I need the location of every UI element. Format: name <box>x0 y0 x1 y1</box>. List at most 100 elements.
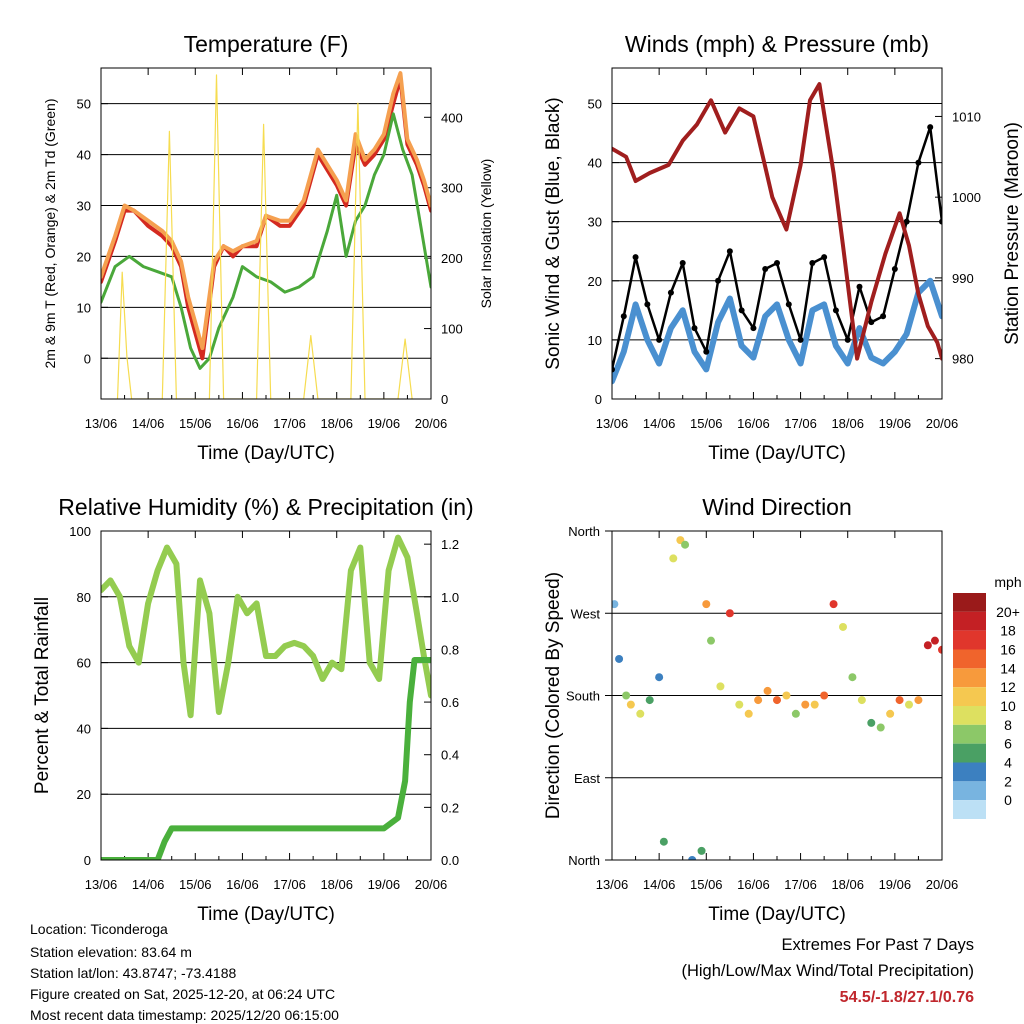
gust-point <box>726 248 733 255</box>
plot-frame <box>100 530 432 861</box>
extremes-subheading: (High/Low/Max Wind/Total Precipitation) <box>681 962 974 980</box>
colorbar-swatch <box>953 743 986 763</box>
y-axis-label: Percent & Total Rainfall <box>32 597 53 794</box>
colorbar-label: 18 <box>1000 623 1016 639</box>
series-line <box>116 74 413 399</box>
x-tick-label: 13/06 <box>596 877 629 892</box>
colorbar-label: 16 <box>1000 642 1016 658</box>
gust-point <box>774 260 780 267</box>
direction-point <box>801 700 810 709</box>
x-tick-label: 15/06 <box>179 877 212 892</box>
gust-point <box>809 260 816 267</box>
colorbar-swatch <box>953 668 986 688</box>
x-tick-label: 19/06 <box>879 416 912 431</box>
y2-tick-label: 980 <box>952 352 974 367</box>
y-tick-label: West <box>571 606 601 621</box>
y2-tick-label: 0.2 <box>441 800 459 815</box>
x-tick-label: 20/06 <box>926 416 959 431</box>
colorbar-swatch <box>953 800 986 819</box>
direction-point <box>636 709 645 718</box>
y-tick-label: 100 <box>69 524 91 539</box>
gust-point <box>927 124 934 131</box>
colorbar-title: mph <box>994 574 1021 590</box>
x-tick-label: 19/06 <box>368 416 401 431</box>
series-line <box>612 277 942 385</box>
x-tick-label: 17/06 <box>273 877 306 892</box>
direction-point <box>735 700 744 709</box>
y-tick-label: 0 <box>84 853 91 868</box>
plot-area <box>612 536 942 860</box>
y2-axis-label: Station Pressure (Maroon) <box>1002 122 1023 345</box>
gust-point <box>620 313 627 320</box>
y2-tick-label: 200 <box>441 251 463 266</box>
colorbar-label: 0 <box>1004 792 1012 808</box>
direction-point <box>707 636 715 645</box>
series-line <box>101 112 431 370</box>
x-tick-label: 19/06 <box>879 877 912 892</box>
direction-point <box>612 600 619 609</box>
y2-tick-label: 0.0 <box>441 853 459 868</box>
x-tick-label: 20/06 <box>415 877 448 892</box>
gust-point <box>821 254 828 261</box>
x-tick-label: 18/06 <box>831 416 864 431</box>
direction-point <box>622 691 631 700</box>
gust-point <box>915 159 922 166</box>
panel-4: Wind Direction North East South West North 13/… <box>543 494 1022 925</box>
info-created: Figure created on Sat, 2025-12-20, at 06… <box>30 986 336 1002</box>
direction-point <box>857 696 866 705</box>
gust-point <box>656 336 663 343</box>
direction-point <box>848 673 857 682</box>
y2-tick-label: 0.4 <box>441 748 459 763</box>
gust-point <box>738 307 745 314</box>
info-latlon: Station lat/lon: 43.8747; -73.4188 <box>30 965 237 981</box>
direction-point <box>659 837 668 846</box>
direction-point <box>626 700 635 709</box>
x-tick-label: 15/06 <box>179 416 212 431</box>
x-tick-label: 17/06 <box>273 416 306 431</box>
x-tick-label: 17/06 <box>784 416 817 431</box>
series-line <box>101 657 431 860</box>
direction-point <box>886 709 895 718</box>
direction-point <box>773 696 781 705</box>
panel-1: Temperature (F) 0 10 20 30 40 50 0 100 200 300 400 1… <box>42 31 494 464</box>
y-axis-label: Direction (Colored By Speed) <box>543 572 564 819</box>
y2-tick-label: 0.8 <box>441 642 459 657</box>
x-axis-label: Time (Day/UTC) <box>708 443 846 464</box>
panel-2: Winds (mph) & Pressure (mb) 0 10 20 30 40 50 98… <box>543 31 1023 464</box>
y-tick-label: 50 <box>77 97 91 112</box>
direction-point <box>655 673 664 682</box>
x-tick-label: 18/06 <box>320 877 353 892</box>
gust-point <box>750 325 757 332</box>
x-tick-label: 17/06 <box>784 877 817 892</box>
x-tick-label: 15/06 <box>690 877 723 892</box>
direction-point <box>791 709 800 718</box>
x-tick-label: 20/06 <box>926 877 959 892</box>
x-tick-label: 15/06 <box>690 416 723 431</box>
gust-point <box>832 307 839 314</box>
extremes-heading: Extremes For Past 7 Days <box>781 936 974 954</box>
x-axis-label: Time (Day/UTC) <box>708 904 846 925</box>
colorbar-swatch <box>953 687 986 706</box>
y-tick-label: North <box>568 853 600 868</box>
x-tick-label: 14/06 <box>643 416 676 431</box>
y-tick-label: 0 <box>595 392 602 407</box>
x-tick-label: 16/06 <box>226 877 259 892</box>
x-tick-label: 14/06 <box>132 877 165 892</box>
direction-point <box>829 600 838 609</box>
x-axis-label: Time (Day/UTC) <box>197 443 335 464</box>
direction-point <box>930 636 939 645</box>
direction-point <box>697 846 706 855</box>
y-tick-label: North <box>568 524 600 539</box>
y-tick-label: 20 <box>588 274 602 289</box>
y-tick-label: 10 <box>77 300 91 315</box>
y-tick-label: 30 <box>588 215 602 230</box>
colorbar-swatch <box>953 781 986 801</box>
direction-point <box>645 696 654 705</box>
direction-point <box>763 686 772 695</box>
chart-title: Wind Direction <box>702 494 852 520</box>
colorbar-label: 8 <box>1004 717 1012 733</box>
x-tick-label: 13/06 <box>85 877 118 892</box>
gust-point <box>612 366 615 373</box>
direction-point <box>914 696 923 705</box>
y2-tick-label: 0.6 <box>441 695 459 710</box>
